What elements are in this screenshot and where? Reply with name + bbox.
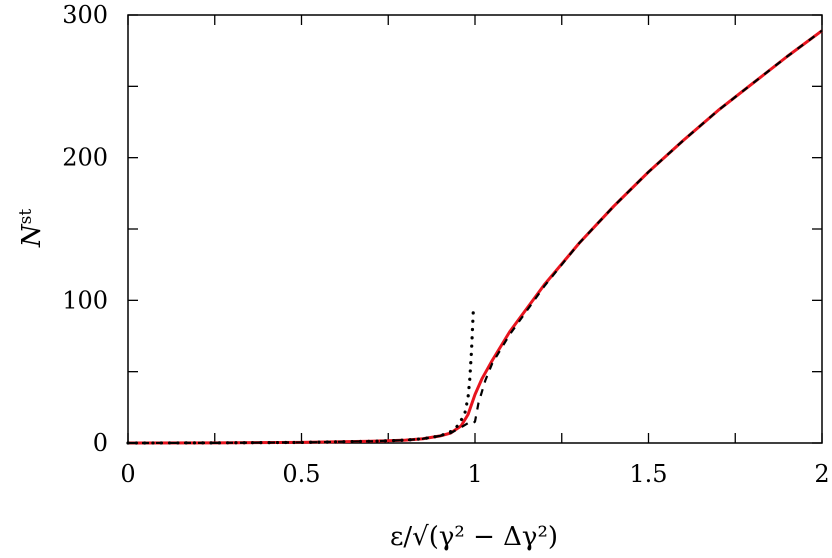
series-line-dashed xyxy=(127,29,823,445)
plot-frame xyxy=(127,14,823,444)
plot-border xyxy=(127,14,823,444)
x-tick-label: 1 xyxy=(467,460,482,488)
series-layer xyxy=(126,29,823,445)
x-tick-label: 0.5 xyxy=(282,460,320,488)
series-line-solid xyxy=(127,29,823,445)
y-tick-label: 0 xyxy=(93,429,108,457)
x-tick-label: 0 xyxy=(120,460,135,488)
y-tick-label: 200 xyxy=(62,144,108,172)
axis-tick-labels: 0 0.5 1 1.5 2 0 100 200 300 xyxy=(62,1,829,488)
x-tick-label: 2 xyxy=(814,460,829,488)
series-line-dotted xyxy=(126,310,475,445)
x-axis-title: ε/√(γ² − Δγ²) xyxy=(390,522,558,552)
y-tick-label: 300 xyxy=(62,1,108,29)
y-axis-title: Nst xyxy=(16,209,47,248)
x-tick-label: 1.5 xyxy=(629,460,667,488)
axis-ticks xyxy=(127,14,823,444)
y-tick-label: 100 xyxy=(62,286,108,314)
